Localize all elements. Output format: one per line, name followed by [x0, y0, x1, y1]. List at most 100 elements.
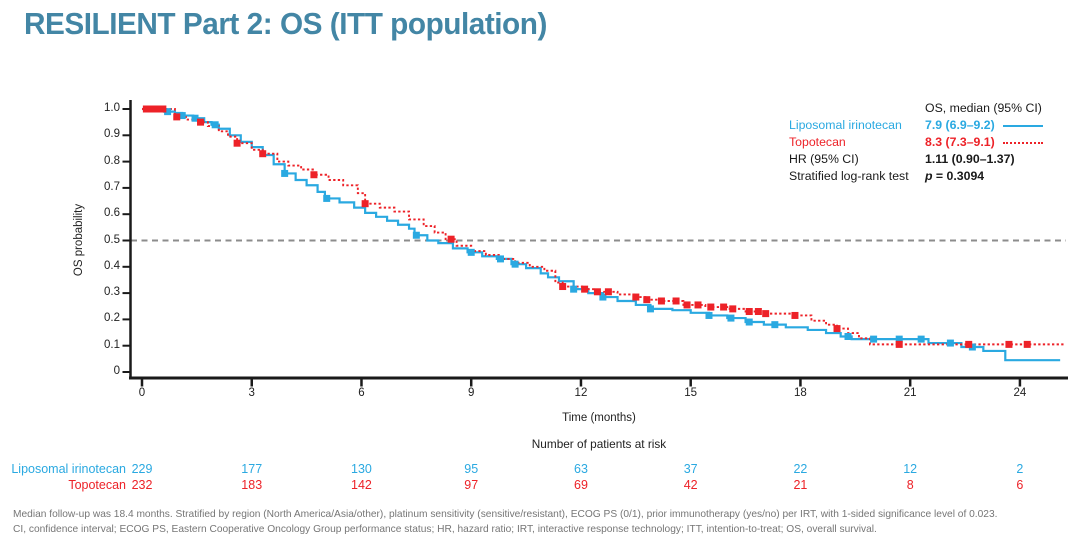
at-risk-count: 8 — [906, 478, 914, 492]
log-rank-label: Stratified log-rank test — [789, 169, 909, 183]
censor-mark-topotecan — [310, 171, 318, 179]
y-tick-label: 1.0 — [104, 102, 120, 114]
at-risk-count: 232 — [131, 478, 153, 492]
legend-label-topotecan: Topotecan — [789, 135, 846, 149]
censor-mark-liposomal-irinotecan — [191, 114, 199, 122]
censor-mark-topotecan — [153, 105, 161, 113]
legend-label-liposomal-irinotecan: Liposomal irinotecan — [789, 118, 902, 132]
km-curve-topotecan — [142, 108, 1064, 346]
legend-header: OS, median (95% CI) — [925, 101, 1042, 115]
censor-mark-liposomal-irinotecan — [599, 293, 607, 301]
x-tick-label: 15 — [684, 387, 698, 399]
censor-mark-liposomal-irinotecan — [211, 121, 219, 129]
censor-mark-topotecan — [447, 235, 455, 243]
censor-mark-topotecan — [259, 150, 267, 158]
censor-mark-liposomal-irinotecan — [844, 332, 852, 340]
y-tick-label: 0.4 — [104, 259, 120, 272]
censor-mark-liposomal-irinotecan — [412, 231, 420, 239]
censor-mark-topotecan — [159, 105, 167, 113]
censor-mark-topotecan — [148, 105, 156, 113]
legend-median-liposomal-irinotecan: 7.9 (6.9–9.2) — [925, 118, 995, 132]
censor-mark-liposomal-irinotecan — [281, 169, 289, 177]
censor-mark-liposomal-irinotecan — [496, 255, 504, 263]
censor-mark-liposomal-irinotecan — [917, 335, 925, 343]
p-value: p = 0.3094 — [925, 169, 985, 183]
censor-mark-topotecan — [672, 297, 680, 305]
censor-mark-topotecan — [643, 296, 651, 304]
y-tick-label: 0.8 — [104, 154, 120, 167]
censor-mark-topotecan — [707, 303, 715, 311]
censor-mark-topotecan — [745, 308, 753, 316]
censor-mark-topotecan — [1023, 340, 1031, 348]
at-risk-count: 42 — [683, 478, 698, 492]
censor-mark-topotecan — [233, 139, 241, 147]
dotted-line-swatch-icon — [1003, 142, 1043, 144]
legend-row-topotecan: Topotecan 8.3 (7.3–9.1) — [789, 134, 1069, 151]
censor-mark-topotecan — [1005, 340, 1013, 348]
x-tick-label: 0 — [138, 387, 146, 399]
y-tick-label: 0.9 — [104, 128, 120, 141]
footnote-line-1: Median follow-up was 18.4 months. Strati… — [13, 509, 998, 520]
censor-mark-topotecan — [762, 310, 770, 318]
legend-row-hazard-ratio: HR (95% CI) 1.11 (0.90–1.37) — [789, 151, 1069, 168]
x-axis-title: Time (months) — [562, 412, 636, 424]
at-risk-count: 12 — [903, 462, 918, 476]
censor-mark-topotecan — [683, 301, 691, 309]
y-tick-label: 0.6 — [104, 207, 120, 220]
at-risk-row-label: Liposomal irinotecan — [11, 462, 126, 476]
censor-mark-liposomal-irinotecan — [323, 194, 331, 202]
censor-mark-liposomal-irinotecan — [164, 108, 172, 116]
y-tick-label: 0 — [113, 365, 120, 377]
legend-row-liposomal-irinotecan: Liposomal irinotecan 7.9 (6.9–9.2) — [789, 117, 1069, 134]
y-tick-label: 0.1 — [104, 338, 120, 351]
at-risk-count: 6 — [1016, 478, 1024, 492]
censor-mark-liposomal-irinotecan — [870, 335, 878, 343]
y-tick-label: 0.2 — [104, 312, 120, 325]
legend: OS, median (95% CI) Liposomal irinotecan… — [789, 100, 1069, 185]
censor-mark-liposomal-irinotecan — [570, 285, 578, 293]
hr-label: HR (95% CI) — [789, 152, 859, 166]
censor-mark-topotecan — [197, 118, 205, 126]
censor-mark-topotecan — [754, 308, 762, 316]
x-tick-label: 9 — [468, 387, 475, 399]
x-tick-label: 12 — [574, 387, 588, 399]
censor-mark-topotecan — [965, 340, 973, 348]
at-risk-count: 2 — [1016, 462, 1024, 476]
x-tick-label: 24 — [1013, 387, 1027, 399]
censor-mark-liposomal-irinotecan — [646, 305, 654, 313]
x-tick-label: 18 — [794, 387, 807, 399]
hr-value: 1.11 (0.90–1.37) — [925, 152, 1015, 166]
censor-mark-topotecan — [604, 288, 612, 296]
censor-mark-liposomal-irinotecan — [745, 318, 753, 326]
censor-mark-liposomal-irinotecan — [467, 248, 475, 256]
censor-mark-topotecan — [173, 113, 181, 121]
y-tick-label: 0.7 — [104, 180, 120, 193]
at-risk-title: Number of patients at risk — [531, 437, 667, 451]
censor-mark-liposomal-irinotecan — [968, 343, 976, 351]
legend-median-topotecan: 8.3 (7.3–9.1) — [925, 135, 995, 149]
at-risk-count: 95 — [464, 462, 479, 476]
at-risk-count: 69 — [574, 478, 588, 492]
at-risk-count: 97 — [464, 478, 479, 492]
y-tick-label: 0.3 — [104, 286, 120, 299]
censor-mark-topotecan — [142, 105, 150, 113]
censor-mark-liposomal-irinotecan — [771, 321, 779, 329]
at-risk-count: 177 — [241, 462, 263, 476]
legend-row-log-rank: Stratified log-rank test p = 0.3094 — [789, 168, 1069, 185]
footnote-line-2: CI, confidence interval; ECOG PS, Easter… — [13, 524, 877, 535]
solid-line-swatch-icon — [1003, 125, 1043, 127]
censor-mark-topotecan — [833, 325, 841, 333]
censor-mark-topotecan — [694, 301, 702, 309]
censor-mark-liposomal-irinotecan — [727, 314, 735, 322]
at-risk-count: 183 — [241, 478, 263, 492]
censor-mark-liposomal-irinotecan — [511, 260, 519, 268]
censor-mark-liposomal-irinotecan — [895, 335, 903, 343]
at-risk-count: 229 — [131, 462, 153, 476]
at-risk-count: 63 — [574, 462, 588, 476]
censor-mark-topotecan — [657, 297, 665, 305]
censor-mark-liposomal-irinotecan — [946, 339, 954, 347]
at-risk-row-label: Topotecan — [68, 478, 126, 492]
censor-mark-topotecan — [729, 305, 737, 313]
censor-mark-liposomal-irinotecan — [705, 311, 713, 319]
